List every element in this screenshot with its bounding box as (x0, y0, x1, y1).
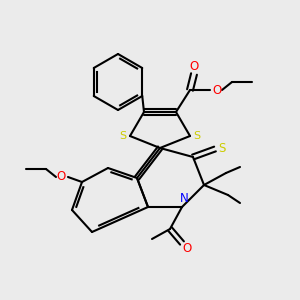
Text: O: O (56, 170, 66, 184)
Text: O: O (212, 83, 222, 97)
Text: O: O (182, 242, 192, 254)
Text: S: S (218, 142, 226, 155)
Text: S: S (119, 131, 127, 141)
Text: S: S (194, 131, 201, 141)
Text: N: N (180, 193, 188, 206)
Text: O: O (189, 59, 199, 73)
